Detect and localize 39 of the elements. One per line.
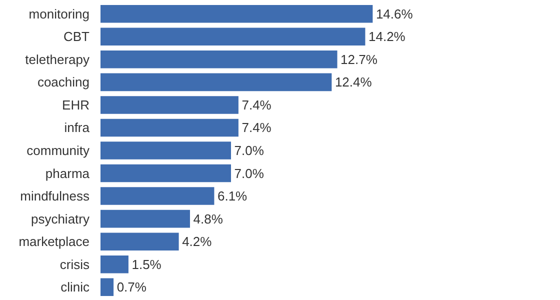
y-tick-label: EHR	[62, 97, 90, 112]
y-tick-label: monitoring	[28, 6, 90, 22]
data-label: 12.7%	[340, 52, 378, 67]
data-label: 4.8%	[193, 211, 224, 226]
data-label: 12.4%	[334, 74, 372, 90]
y-tick-label: pharma	[45, 166, 90, 181]
bar	[100, 142, 231, 160]
y-tick-label: clinic	[60, 280, 90, 295]
bar	[100, 118, 238, 137]
y-tick-label: infra	[64, 120, 90, 136]
data-label: 7.0%	[234, 143, 264, 158]
bar	[100, 278, 114, 296]
data-label: 6.1%	[217, 188, 248, 204]
data-label: 0.7%	[116, 280, 147, 295]
data-label: 14.6%	[376, 6, 414, 22]
bar	[100, 210, 190, 228]
y-tick-label: crisis	[60, 256, 90, 272]
y-tick-label: community	[26, 143, 90, 158]
y-tick-label: teletherapy	[25, 52, 90, 67]
y-tick-label: marketplace	[18, 234, 90, 250]
data-label: 14.2%	[368, 29, 406, 44]
data-label: 4.2%	[182, 234, 212, 250]
bar	[100, 28, 366, 46]
data-label: 7.4%	[242, 120, 272, 136]
bar	[100, 73, 332, 92]
data-label: 7.0%	[234, 166, 264, 181]
bar	[100, 5, 373, 23]
bar	[100, 50, 338, 68]
y-tick-label: psychiatry	[30, 211, 90, 226]
bar	[100, 187, 214, 205]
data-label: 1.5%	[132, 256, 162, 272]
y-tick-label: CBT	[64, 29, 90, 44]
data-label: 7.4%	[242, 97, 272, 112]
bar	[100, 232, 179, 250]
bar	[100, 255, 128, 274]
y-tick-label: coaching	[37, 74, 90, 90]
bar	[100, 96, 238, 114]
y-tick-label: mindfulness	[20, 188, 90, 204]
bar	[100, 164, 231, 182]
